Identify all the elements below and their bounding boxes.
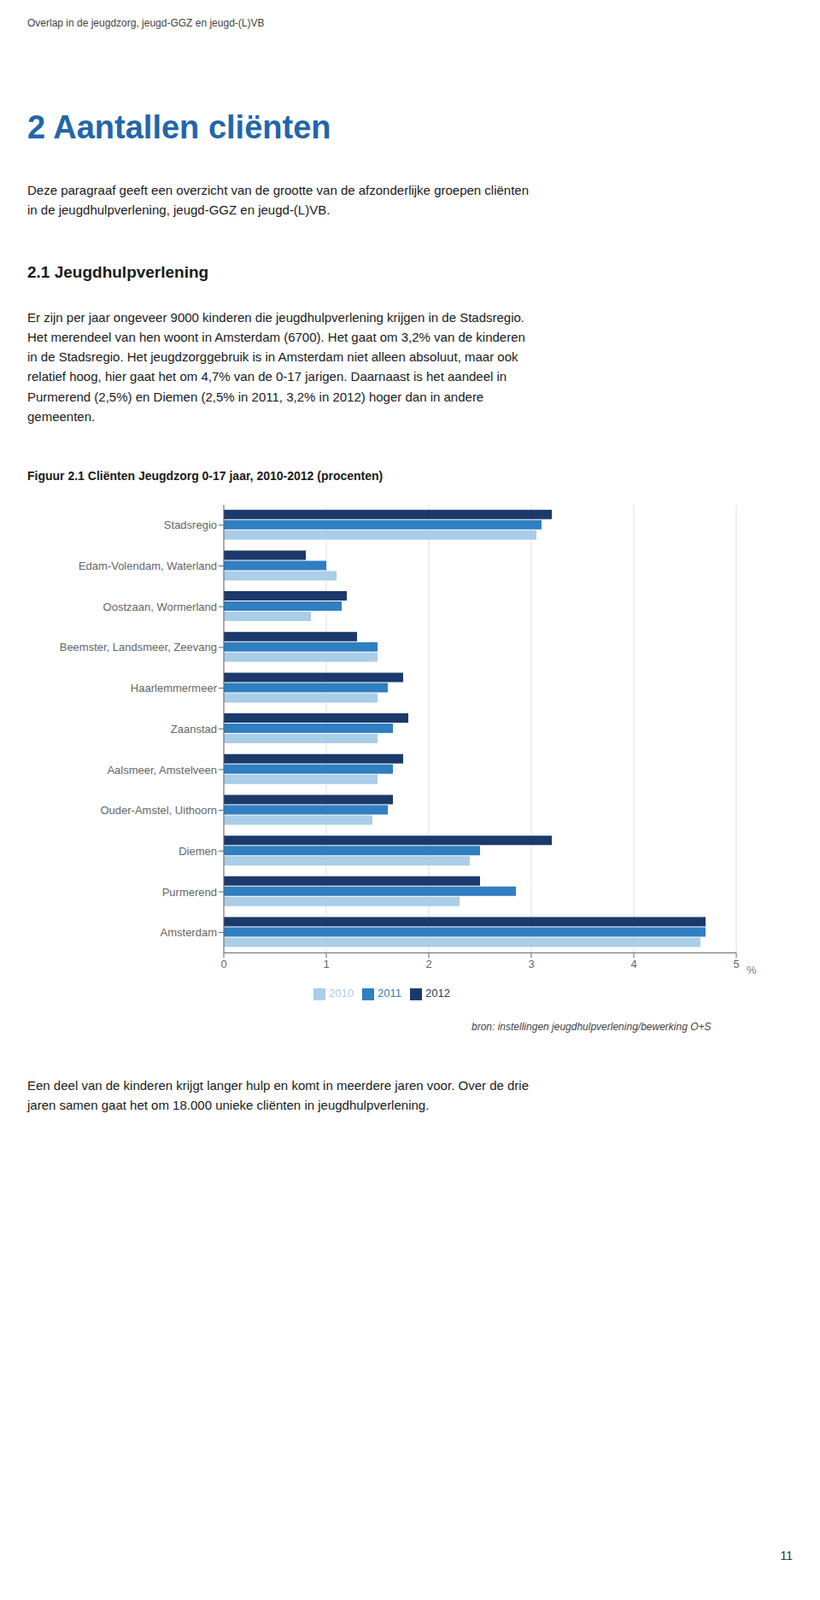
html-text:2011: 2011: [377, 986, 402, 1000]
svg-text:Purmerend: Purmerend: [162, 885, 217, 899]
svg-text:1: 1: [322, 957, 329, 971]
html-text:2012: 2012: [425, 986, 451, 1000]
svg-text:Oostzaan, Wormerland: Oostzaan, Wormerland: [103, 600, 217, 614]
svg-text:2: 2: [425, 957, 432, 971]
svg-text:Diemen: Diemen: [178, 844, 217, 858]
svg-text:3: 3: [527, 957, 534, 971]
svg-text:Edam-Volendam, Waterland: Edam-Volendam, Waterland: [78, 559, 217, 573]
svg-text:Haarlemmermeer: Haarlemmermeer: [130, 681, 218, 695]
html-text:Figuur 2.1 Cliënten Jeugdzorg: Figuur 2.1 Cliënten Jeugdzorg 0-17 jaar,…: [27, 468, 383, 483]
svg-text:Zaanstad: Zaanstad: [170, 722, 217, 736]
svg-text:0: 0: [220, 957, 227, 971]
html-text:Deze paragraaf geeft een overz: Deze paragraaf geeft een overzicht van d…: [27, 182, 529, 218]
html-text:Overlap in de jeugdzorg, jeugd: Overlap in de jeugdzorg, jeugd-GGZ en je…: [27, 17, 265, 30]
html-text:2.1 Jeugdhulpverlening: 2.1 Jeugdhulpverlening: [27, 262, 209, 281]
html-text:2010: 2010: [328, 986, 354, 1000]
svg-text:Ouder-Amstel, Uithoorn: Ouder-Amstel, Uithoorn: [99, 803, 217, 817]
svg-text:Beemster, Landsmeer, Zeevang: Beemster, Landsmeer, Zeevang: [59, 640, 217, 654]
html-text:Er zijn per jaar ongeveer 9000: Er zijn per jaar ongeveer 9000 kinderen …: [27, 309, 526, 424]
html-text:bron: instellingen jeugdhulpve: bron: instellingen jeugdhulpverlening/be…: [471, 1020, 712, 1033]
html-text:2 Aantallen cliënten: 2 Aantallen cliënten: [27, 109, 331, 146]
svg-text:4: 4: [630, 957, 637, 971]
svg-text:5: 5: [732, 957, 739, 971]
svg-text:%: %: [746, 963, 757, 977]
svg-text:Aalsmeer, Amstelveen: Aalsmeer, Amstelveen: [106, 763, 217, 777]
html-text:Een deel van de kinderen krijg: Een deel van de kinderen krijgt langer h…: [27, 1077, 529, 1113]
html-text:11: 11: [780, 1548, 793, 1563]
svg-text:Stadsregio: Stadsregio: [164, 518, 217, 532]
svg-text:Amsterdam: Amsterdam: [160, 925, 217, 939]
